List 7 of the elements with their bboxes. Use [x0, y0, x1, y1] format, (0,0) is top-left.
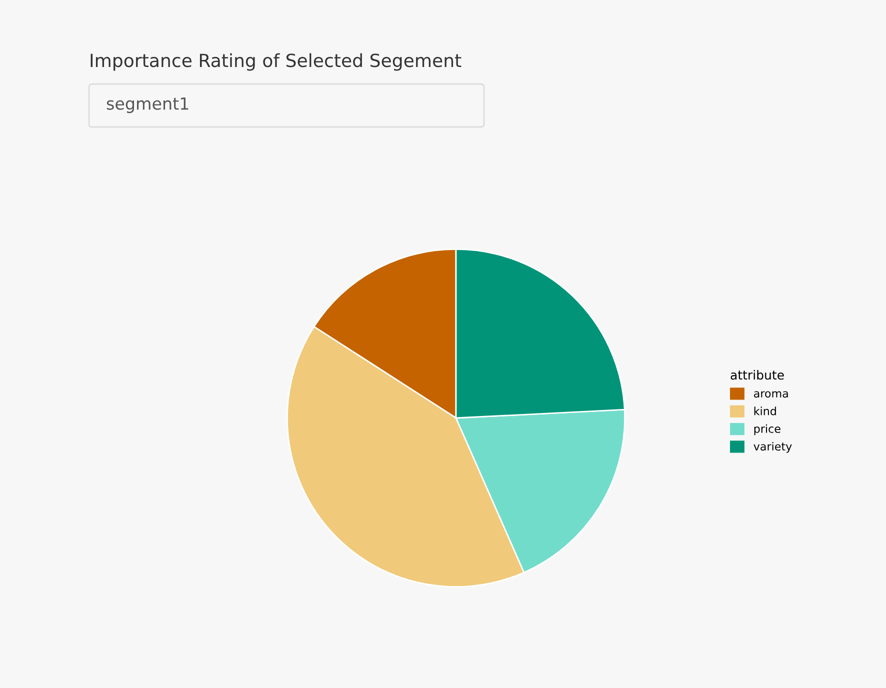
legend-title: attribute [730, 370, 784, 380]
legend-label: variety [754, 442, 792, 453]
text: segment1 [106, 97, 188, 114]
legend-label: aroma [754, 391, 788, 398]
legend-label: kind [754, 406, 776, 416]
legend-label: price [754, 424, 780, 436]
chart-title: Importance Rating of Selected Segement [90, 53, 462, 71]
